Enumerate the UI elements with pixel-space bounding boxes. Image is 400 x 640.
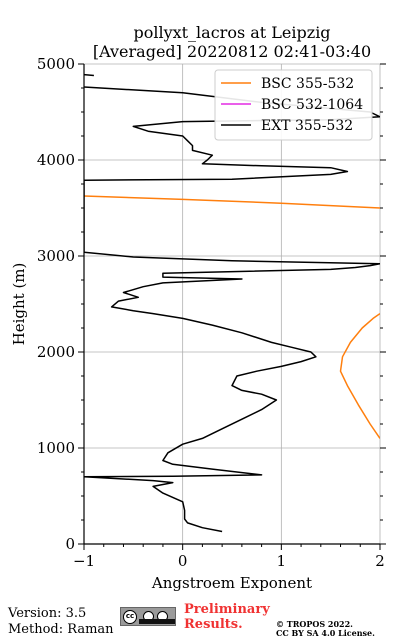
copyright-line-1: © TROPOS 2022. <box>276 619 353 629</box>
y-tick-label: 0 <box>65 535 75 553</box>
y-tick-label: 5000 <box>37 55 75 73</box>
y-tick-label: 4000 <box>37 151 75 169</box>
x-axis-label: Angstroem Exponent <box>151 574 312 592</box>
cc-icon: cc <box>123 610 137 624</box>
legend-box <box>214 69 373 141</box>
preliminary-label: Preliminary Results. <box>184 602 270 632</box>
title-line: [Averaged] 20220812 02:41-03:40 <box>93 42 371 61</box>
series-line <box>84 195 380 439</box>
y-tick-label: 2000 <box>37 343 75 361</box>
series-line <box>84 73 380 533</box>
footer-info: Version: 3.5 Method: Raman <box>8 606 114 638</box>
chart-title: pollyxt_lacros at Leipzig[Averaged] 2022… <box>93 23 371 61</box>
y-tick-label: 3000 <box>37 247 75 265</box>
x-tick-label: 0 <box>178 552 188 570</box>
series-lines <box>84 73 380 533</box>
legend-label: BSC 532-1064 <box>261 97 363 113</box>
version-text: Version: 3.5 <box>8 606 87 621</box>
legend-label: BSC 355-532 <box>261 76 354 92</box>
legend-label: EXT 355-532 <box>261 118 353 134</box>
legend: BSC 355-532 BSC 532-1064 EXT 355-532 <box>214 69 373 141</box>
x-tick-label: 2 <box>375 552 385 570</box>
y-tick-label: 1000 <box>37 439 75 457</box>
method-text: Method: Raman <box>8 622 114 637</box>
y-axis-label: Height (m) <box>10 263 28 346</box>
preliminary-line-1: Preliminary <box>184 602 270 617</box>
cc-by-sa-icon: cc <box>120 607 176 626</box>
title-line: pollyxt_lacros at Leipzig <box>133 23 330 42</box>
copyright-line-2: CC BY SA 4.0 License. <box>276 628 375 638</box>
x-tick-label: 1 <box>277 552 287 570</box>
badge-bar <box>139 619 175 624</box>
x-tick-label: −1 <box>73 552 95 570</box>
copyright-notice: © TROPOS 2022. CC BY SA 4.0 License. <box>276 620 375 638</box>
preliminary-line-2: Results. <box>184 617 243 632</box>
